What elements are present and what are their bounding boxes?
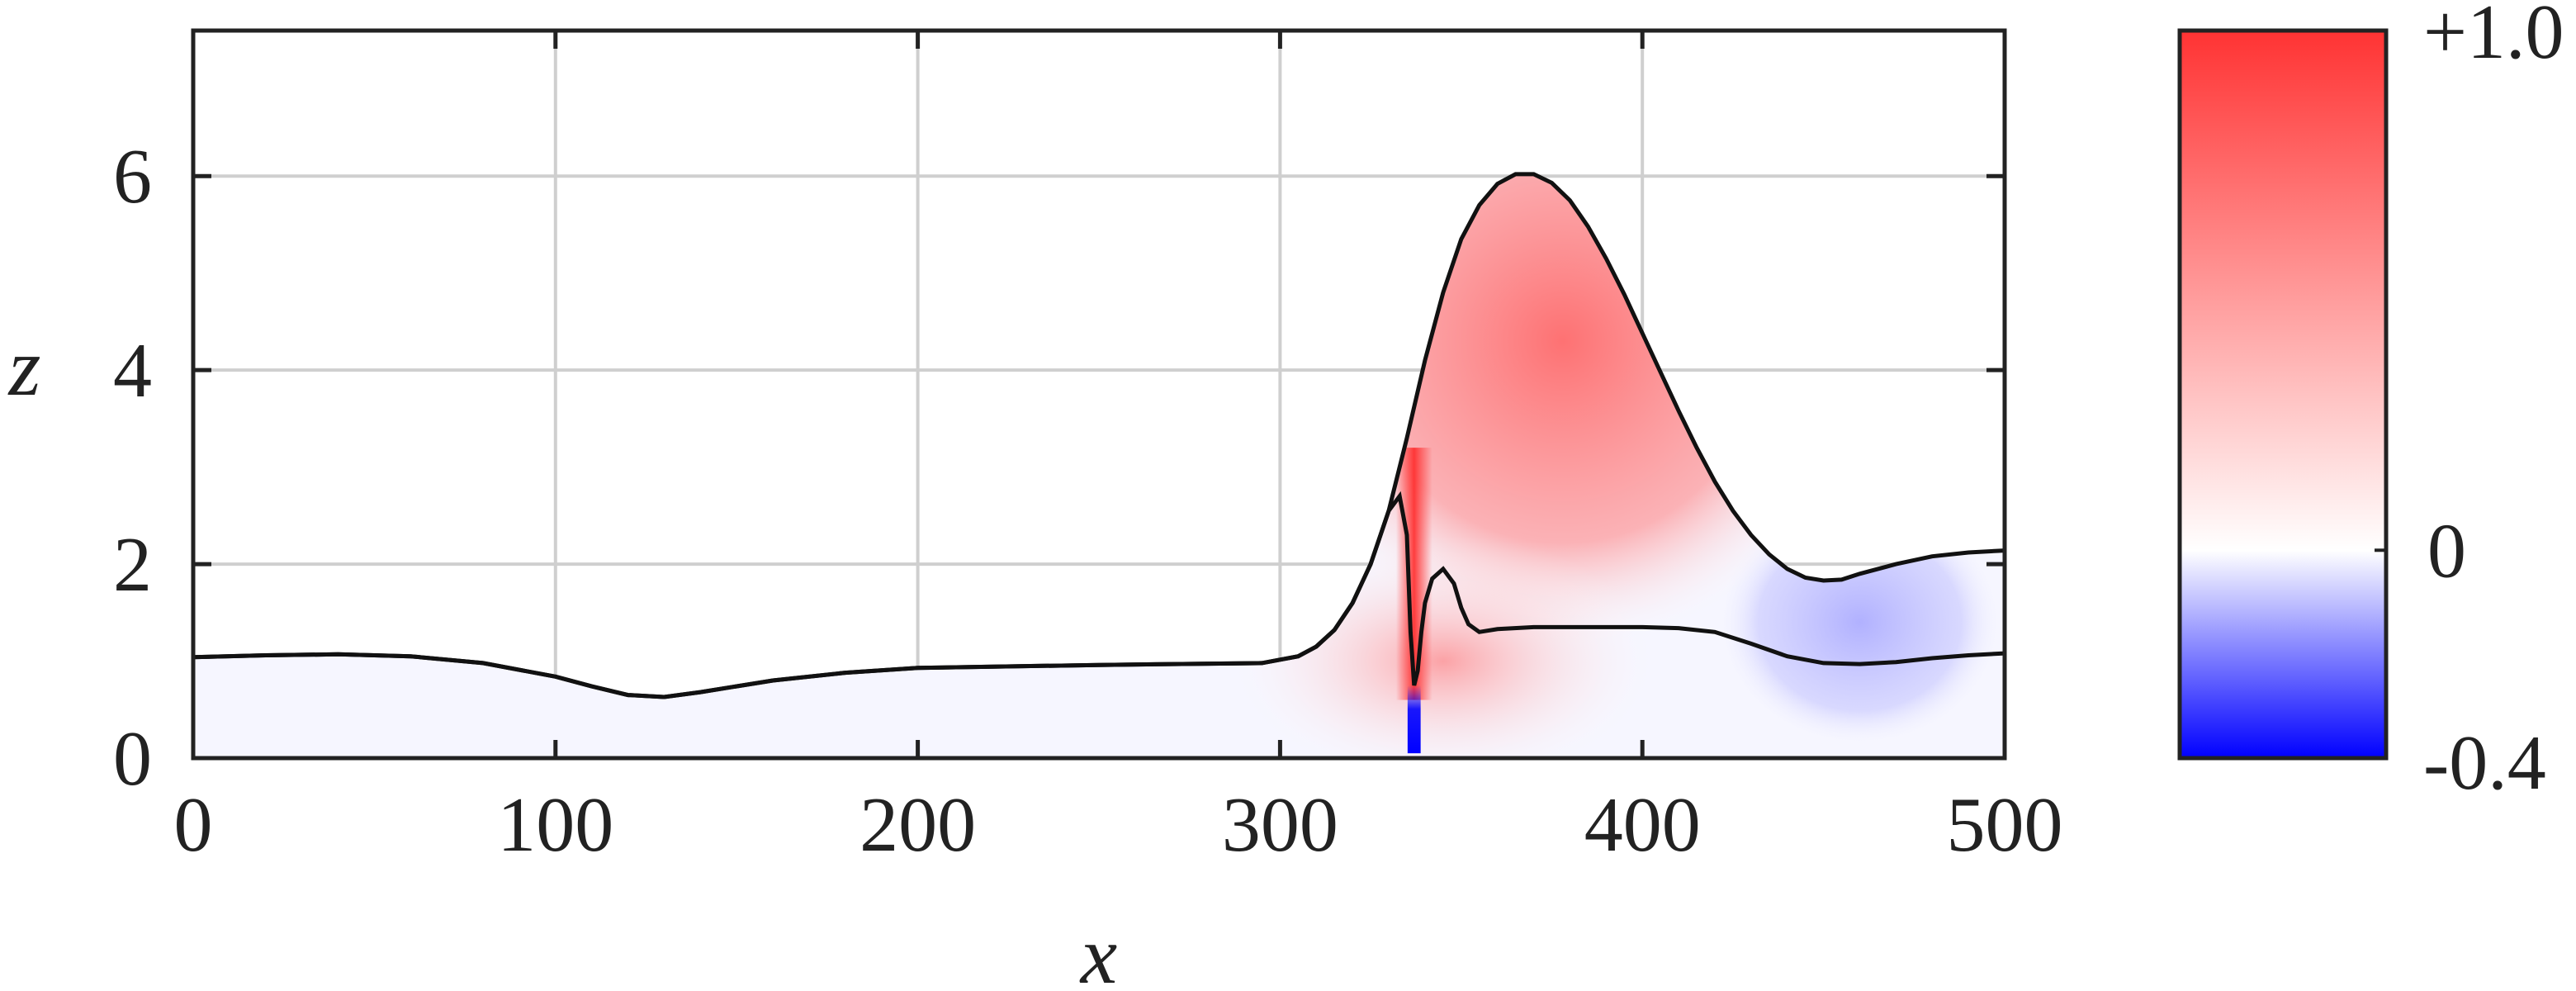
y-tick-label: 6 (113, 134, 152, 220)
axis-ticks (191, 31, 2007, 761)
x-tick-label: 100 (497, 782, 613, 868)
lower-boundary-line (192, 491, 2005, 699)
y-axis-title: z (7, 321, 41, 413)
colorbar-max-label: +1.0 (2423, 0, 2564, 75)
y-tick-label: 2 (113, 522, 152, 608)
colorbar-zero-label: 0 (2427, 508, 2466, 594)
negative-spike (1407, 685, 1421, 754)
y-tick-labels: 0 2 4 6 (113, 134, 152, 802)
x-tick-label: 300 (1222, 782, 1338, 868)
y-tick-label: 0 (113, 716, 152, 802)
x-tick-label: 400 (1584, 782, 1701, 868)
colorbar (2177, 28, 2389, 761)
positive-low-region (1225, 534, 1661, 758)
x-tick-label: 500 (1947, 782, 2063, 868)
negative-region (1714, 496, 2005, 749)
y-tick-label: 4 (113, 328, 152, 414)
x-tick-label: 0 (174, 782, 213, 868)
colorbar-min-label: -0.4 (2423, 720, 2546, 806)
x-tick-labels: 0 100 200 300 400 500 (174, 782, 2063, 868)
plot-frame (191, 28, 2007, 761)
x-tick-label: 200 (859, 782, 976, 868)
x-axis-title: x (1079, 909, 1117, 991)
field-shading (193, 173, 2005, 758)
grid-lines (193, 31, 2005, 758)
